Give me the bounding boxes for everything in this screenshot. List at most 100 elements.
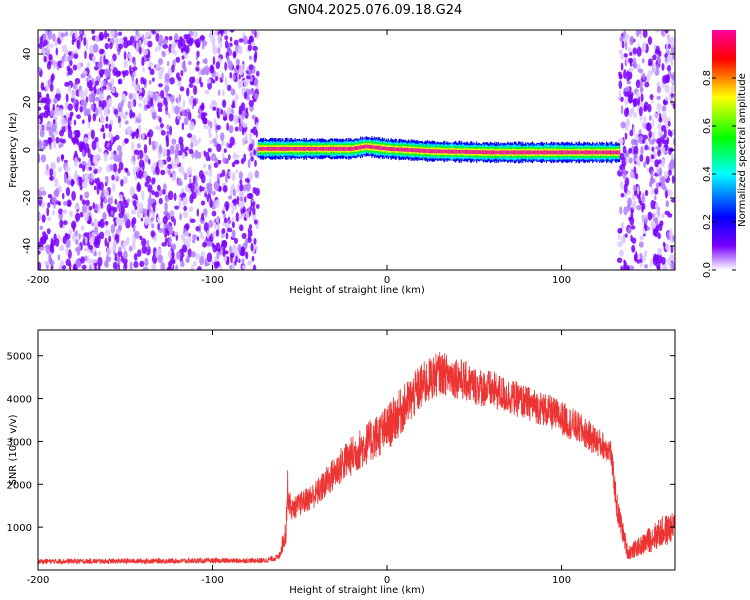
noise-cell	[668, 147, 672, 156]
signal-cell	[272, 146, 274, 151]
noise-cell	[220, 140, 225, 147]
signal-cell	[546, 150, 548, 155]
noise-cell	[150, 216, 154, 222]
noise-cell	[632, 184, 637, 193]
noise-cell	[218, 186, 222, 192]
noise-cell	[76, 246, 81, 256]
signal-cell	[421, 148, 424, 153]
noise-cell	[151, 223, 155, 229]
noise-cell	[627, 226, 632, 235]
noise-cell	[176, 157, 180, 165]
noise-cell	[242, 184, 248, 191]
noise-cell	[233, 39, 239, 46]
noise-cell	[104, 58, 109, 65]
noise-cell	[633, 112, 637, 118]
noise-cell	[62, 138, 66, 144]
noise-cell	[213, 261, 220, 267]
noise-cell	[180, 260, 185, 268]
noise-cell	[232, 188, 237, 197]
signal-cell	[575, 150, 577, 155]
noise-cell	[141, 34, 145, 41]
noise-cell	[233, 237, 239, 244]
signal-cell	[457, 150, 459, 154]
noise-cell	[248, 64, 254, 70]
noise-cell	[177, 76, 182, 82]
noise-cell	[618, 71, 622, 76]
signal-cell	[270, 146, 273, 151]
signal-cell	[401, 147, 403, 152]
noise-cell	[83, 110, 90, 117]
noise-cell	[117, 70, 122, 77]
noise-cell	[155, 32, 160, 42]
signal-cell	[480, 150, 482, 154]
noise-cell	[52, 139, 57, 149]
noise-cell	[100, 128, 105, 133]
signal-cell	[305, 147, 307, 151]
noise-cell	[48, 53, 53, 61]
signal-cell	[414, 148, 417, 153]
noise-cell	[78, 163, 83, 169]
noise-cell	[166, 60, 170, 67]
signal-cell	[496, 150, 499, 155]
noise-cell	[157, 184, 161, 192]
noise-cell	[180, 142, 184, 152]
noise-cell	[74, 169, 78, 178]
signal-cell	[543, 150, 545, 155]
noise-cell	[180, 69, 184, 77]
signal-cell	[539, 150, 541, 155]
noise-cell	[254, 187, 260, 197]
noise-cell	[641, 139, 646, 144]
noise-cell	[123, 239, 130, 246]
noise-cell	[643, 250, 648, 258]
noise-cell	[623, 107, 629, 117]
signal-cell	[265, 147, 267, 151]
noise-cell	[93, 226, 99, 235]
noise-cell	[39, 186, 45, 192]
noise-cell	[253, 93, 259, 100]
signal-cell	[444, 149, 446, 154]
colorbar-tick-label: 0.6	[702, 118, 713, 134]
noise-cell	[42, 97, 47, 104]
x-tick-label: 0	[384, 275, 390, 286]
noise-cell	[204, 170, 209, 176]
noise-cell	[93, 65, 99, 71]
signal-cell	[430, 149, 432, 154]
noise-cell	[201, 112, 206, 121]
noise-cell	[113, 153, 119, 163]
signal-cell	[497, 150, 499, 155]
signal-cell	[601, 150, 603, 155]
noise-cell	[109, 163, 114, 171]
noise-cell	[248, 142, 254, 151]
noise-cell	[216, 173, 221, 182]
signal-cell	[492, 150, 494, 155]
noise-cell	[182, 98, 186, 109]
noise-cell	[94, 80, 100, 86]
noise-cell	[79, 211, 84, 218]
signal-cell	[454, 149, 456, 154]
noise-cell	[75, 212, 81, 222]
noise-cell	[92, 258, 98, 264]
noise-cell	[42, 34, 47, 40]
noise-cell	[81, 119, 85, 124]
signal-cell	[311, 146, 314, 151]
noise-cell	[216, 250, 220, 260]
noise-cell	[203, 208, 208, 216]
noise-cell	[670, 93, 675, 98]
signal-cell	[411, 148, 413, 153]
noise-cell	[161, 147, 168, 157]
noise-cell	[98, 99, 102, 110]
signal-cell	[295, 146, 297, 151]
noise-cell	[118, 150, 123, 157]
noise-cell	[245, 210, 250, 220]
signal-cell	[309, 146, 311, 151]
noise-cell	[171, 259, 176, 265]
noise-cell	[118, 121, 122, 128]
signal-cell	[456, 150, 458, 154]
noise-cell	[98, 106, 103, 116]
noise-cell	[96, 234, 100, 245]
noise-cell	[238, 109, 243, 115]
noise-cell	[188, 206, 194, 213]
signal-cell	[350, 146, 352, 151]
signal-cell	[413, 148, 415, 153]
signal-cell	[346, 147, 349, 151]
